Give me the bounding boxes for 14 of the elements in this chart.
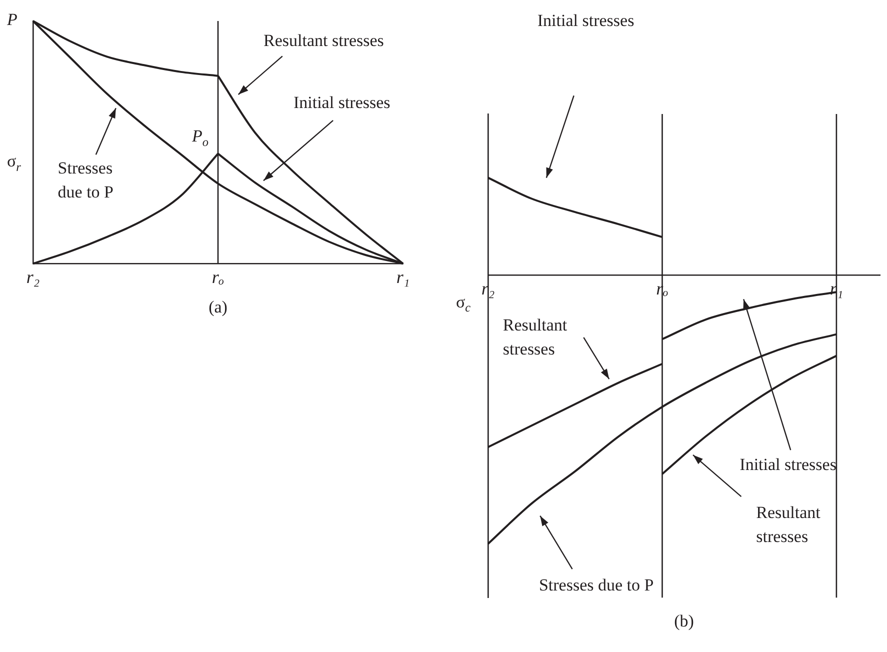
annotation: Resultant stresses xyxy=(264,30,384,50)
annotation: Initial stresses xyxy=(740,454,836,474)
text: (a) xyxy=(208,297,228,316)
annotation: Initial stresses xyxy=(293,93,390,112)
x-tick-label: r₂ xyxy=(26,267,40,288)
text: (b) xyxy=(674,611,694,630)
annotation: Stresses due to P xyxy=(58,158,114,202)
x-tick-label: rₒ xyxy=(212,267,224,288)
text: Stresses due to P xyxy=(538,575,654,594)
annotation: Resultant stresses xyxy=(756,502,821,546)
x-tick-label: r₁ xyxy=(396,267,410,288)
annotation: Resultant stresses xyxy=(502,316,568,359)
text: Initial stresses xyxy=(537,10,634,30)
annotation: P xyxy=(6,10,18,29)
